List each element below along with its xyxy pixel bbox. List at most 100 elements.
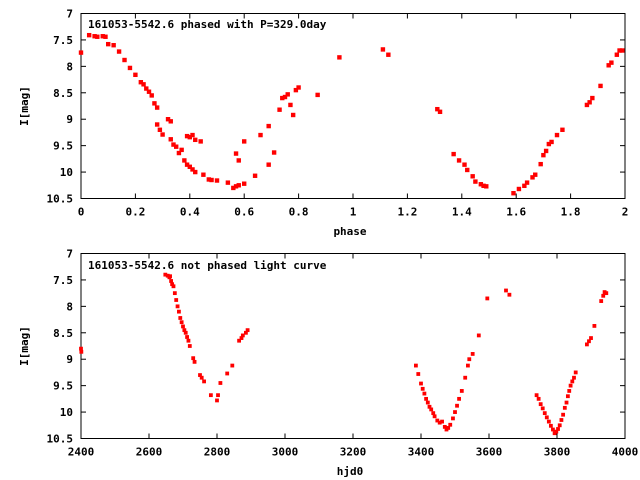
data-point xyxy=(337,55,342,60)
plot-frame xyxy=(80,253,626,439)
y-tick-label: 10.5 xyxy=(47,193,74,206)
data-point xyxy=(288,102,293,108)
y-tick-label: 8 xyxy=(66,300,73,313)
data-point xyxy=(178,316,183,320)
data-point xyxy=(606,63,611,68)
x-tick-label: 1.4 xyxy=(452,206,472,219)
data-point xyxy=(116,49,122,54)
data-point xyxy=(542,411,547,416)
data-point xyxy=(598,83,603,89)
data-point xyxy=(540,406,545,411)
x-tick-label: 3200 xyxy=(340,446,367,459)
x-tick-label: 3800 xyxy=(544,446,571,459)
data-point xyxy=(590,95,595,101)
x-tick-label: 3600 xyxy=(476,446,503,459)
data-point xyxy=(252,173,258,178)
data-point xyxy=(193,137,198,143)
data-point xyxy=(95,34,100,39)
data-point xyxy=(511,191,516,196)
data-point xyxy=(473,179,478,184)
data-point xyxy=(584,102,590,108)
data-point xyxy=(277,107,282,112)
data-point xyxy=(530,175,535,180)
data-point xyxy=(175,304,180,309)
data-point xyxy=(191,356,196,361)
data-point xyxy=(543,148,549,154)
data-point xyxy=(599,299,604,303)
data-point xyxy=(435,106,440,112)
x-tick-label: 2 xyxy=(622,206,629,219)
data-point xyxy=(416,372,421,376)
x-tick-label: 0.2 xyxy=(125,206,145,219)
data-point xyxy=(556,427,560,431)
data-point xyxy=(614,52,620,57)
data-point xyxy=(122,57,127,63)
data-point xyxy=(601,293,606,298)
data-point xyxy=(179,320,184,325)
data-point xyxy=(258,132,263,138)
x-tick-label: 3000 xyxy=(272,446,299,459)
data-point xyxy=(380,47,386,52)
x-tick-label: 3400 xyxy=(408,446,435,459)
data-point xyxy=(111,43,116,48)
y-tick-label: 7 xyxy=(66,8,73,21)
data-point xyxy=(533,172,538,177)
data-point xyxy=(201,172,206,177)
y-tick-label: 8 xyxy=(66,60,73,73)
data-point xyxy=(282,94,288,100)
data-point xyxy=(524,180,530,185)
data-point xyxy=(215,398,219,403)
data-point xyxy=(230,363,235,368)
data-point xyxy=(285,92,290,97)
data-points xyxy=(79,272,609,436)
data-point xyxy=(604,291,609,296)
data-point xyxy=(168,274,172,279)
data-point xyxy=(451,416,455,421)
data-point xyxy=(560,127,565,132)
y-tick-label: 9 xyxy=(66,353,73,366)
data-point xyxy=(462,162,467,167)
data-point xyxy=(199,375,204,380)
data-point xyxy=(144,86,149,91)
axis-ticks: 2400 2600 2800 3000 3200 3400 3600 3800 4000 7 7.5… xyxy=(47,248,639,459)
data-point xyxy=(562,405,567,410)
data-point xyxy=(168,119,173,124)
data-point xyxy=(463,375,468,380)
data-point xyxy=(245,328,250,333)
data-point xyxy=(386,52,391,57)
data-point xyxy=(187,344,192,348)
data-point xyxy=(79,346,83,351)
x-tick-label: 1.6 xyxy=(506,206,526,219)
data-point xyxy=(456,158,462,163)
y-tick-label: 9.5 xyxy=(53,140,73,153)
data-point xyxy=(564,400,569,405)
data-point xyxy=(432,414,437,419)
y-tick-label: 10 xyxy=(60,406,73,419)
y-tick-label: 9 xyxy=(66,113,73,126)
data-point xyxy=(414,363,418,368)
data-point xyxy=(465,167,470,173)
data-point xyxy=(536,396,541,401)
data-point xyxy=(315,92,320,98)
data-point xyxy=(470,352,475,356)
data-point xyxy=(218,381,223,385)
data-point xyxy=(549,139,554,145)
data-point xyxy=(453,410,457,414)
data-points xyxy=(78,32,625,196)
y-tick-label: 7 xyxy=(66,248,73,261)
data-point xyxy=(209,177,214,183)
data-point xyxy=(208,393,213,398)
data-point xyxy=(424,396,428,401)
x-axis-label: hjd0 xyxy=(337,465,364,478)
data-point xyxy=(157,127,163,132)
data-point xyxy=(585,342,589,347)
x-tick-label: 0.4 xyxy=(180,206,200,219)
data-point xyxy=(192,359,197,364)
data-point xyxy=(78,50,84,55)
data-point xyxy=(565,394,570,399)
data-point xyxy=(420,386,425,391)
data-point xyxy=(419,381,423,386)
y-axis-label: I[mag] xyxy=(18,326,31,366)
x-axis-label: phase xyxy=(333,225,366,238)
